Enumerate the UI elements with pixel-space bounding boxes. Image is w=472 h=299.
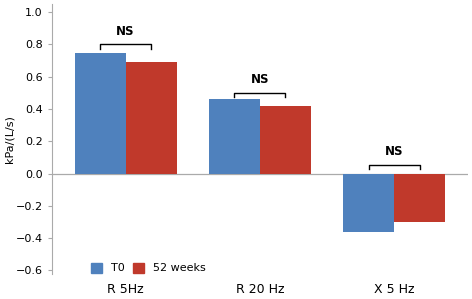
Text: R 20 Hz: R 20 Hz — [236, 283, 284, 296]
Bar — [260, 106, 311, 173]
Text: X 5 Hz: X 5 Hz — [374, 283, 414, 296]
Text: NS: NS — [251, 74, 269, 86]
Bar — [75, 53, 126, 173]
Bar — [394, 173, 445, 222]
Text: NS: NS — [116, 25, 135, 38]
Bar — [343, 173, 394, 232]
Bar — [209, 99, 260, 173]
Text: R 5Hz: R 5Hz — [107, 283, 144, 296]
Text: NS: NS — [385, 145, 403, 158]
Bar — [126, 62, 177, 173]
Y-axis label: kPa/(L/s): kPa/(L/s) — [4, 115, 14, 163]
Legend: T0, 52 weeks: T0, 52 weeks — [91, 263, 206, 273]
